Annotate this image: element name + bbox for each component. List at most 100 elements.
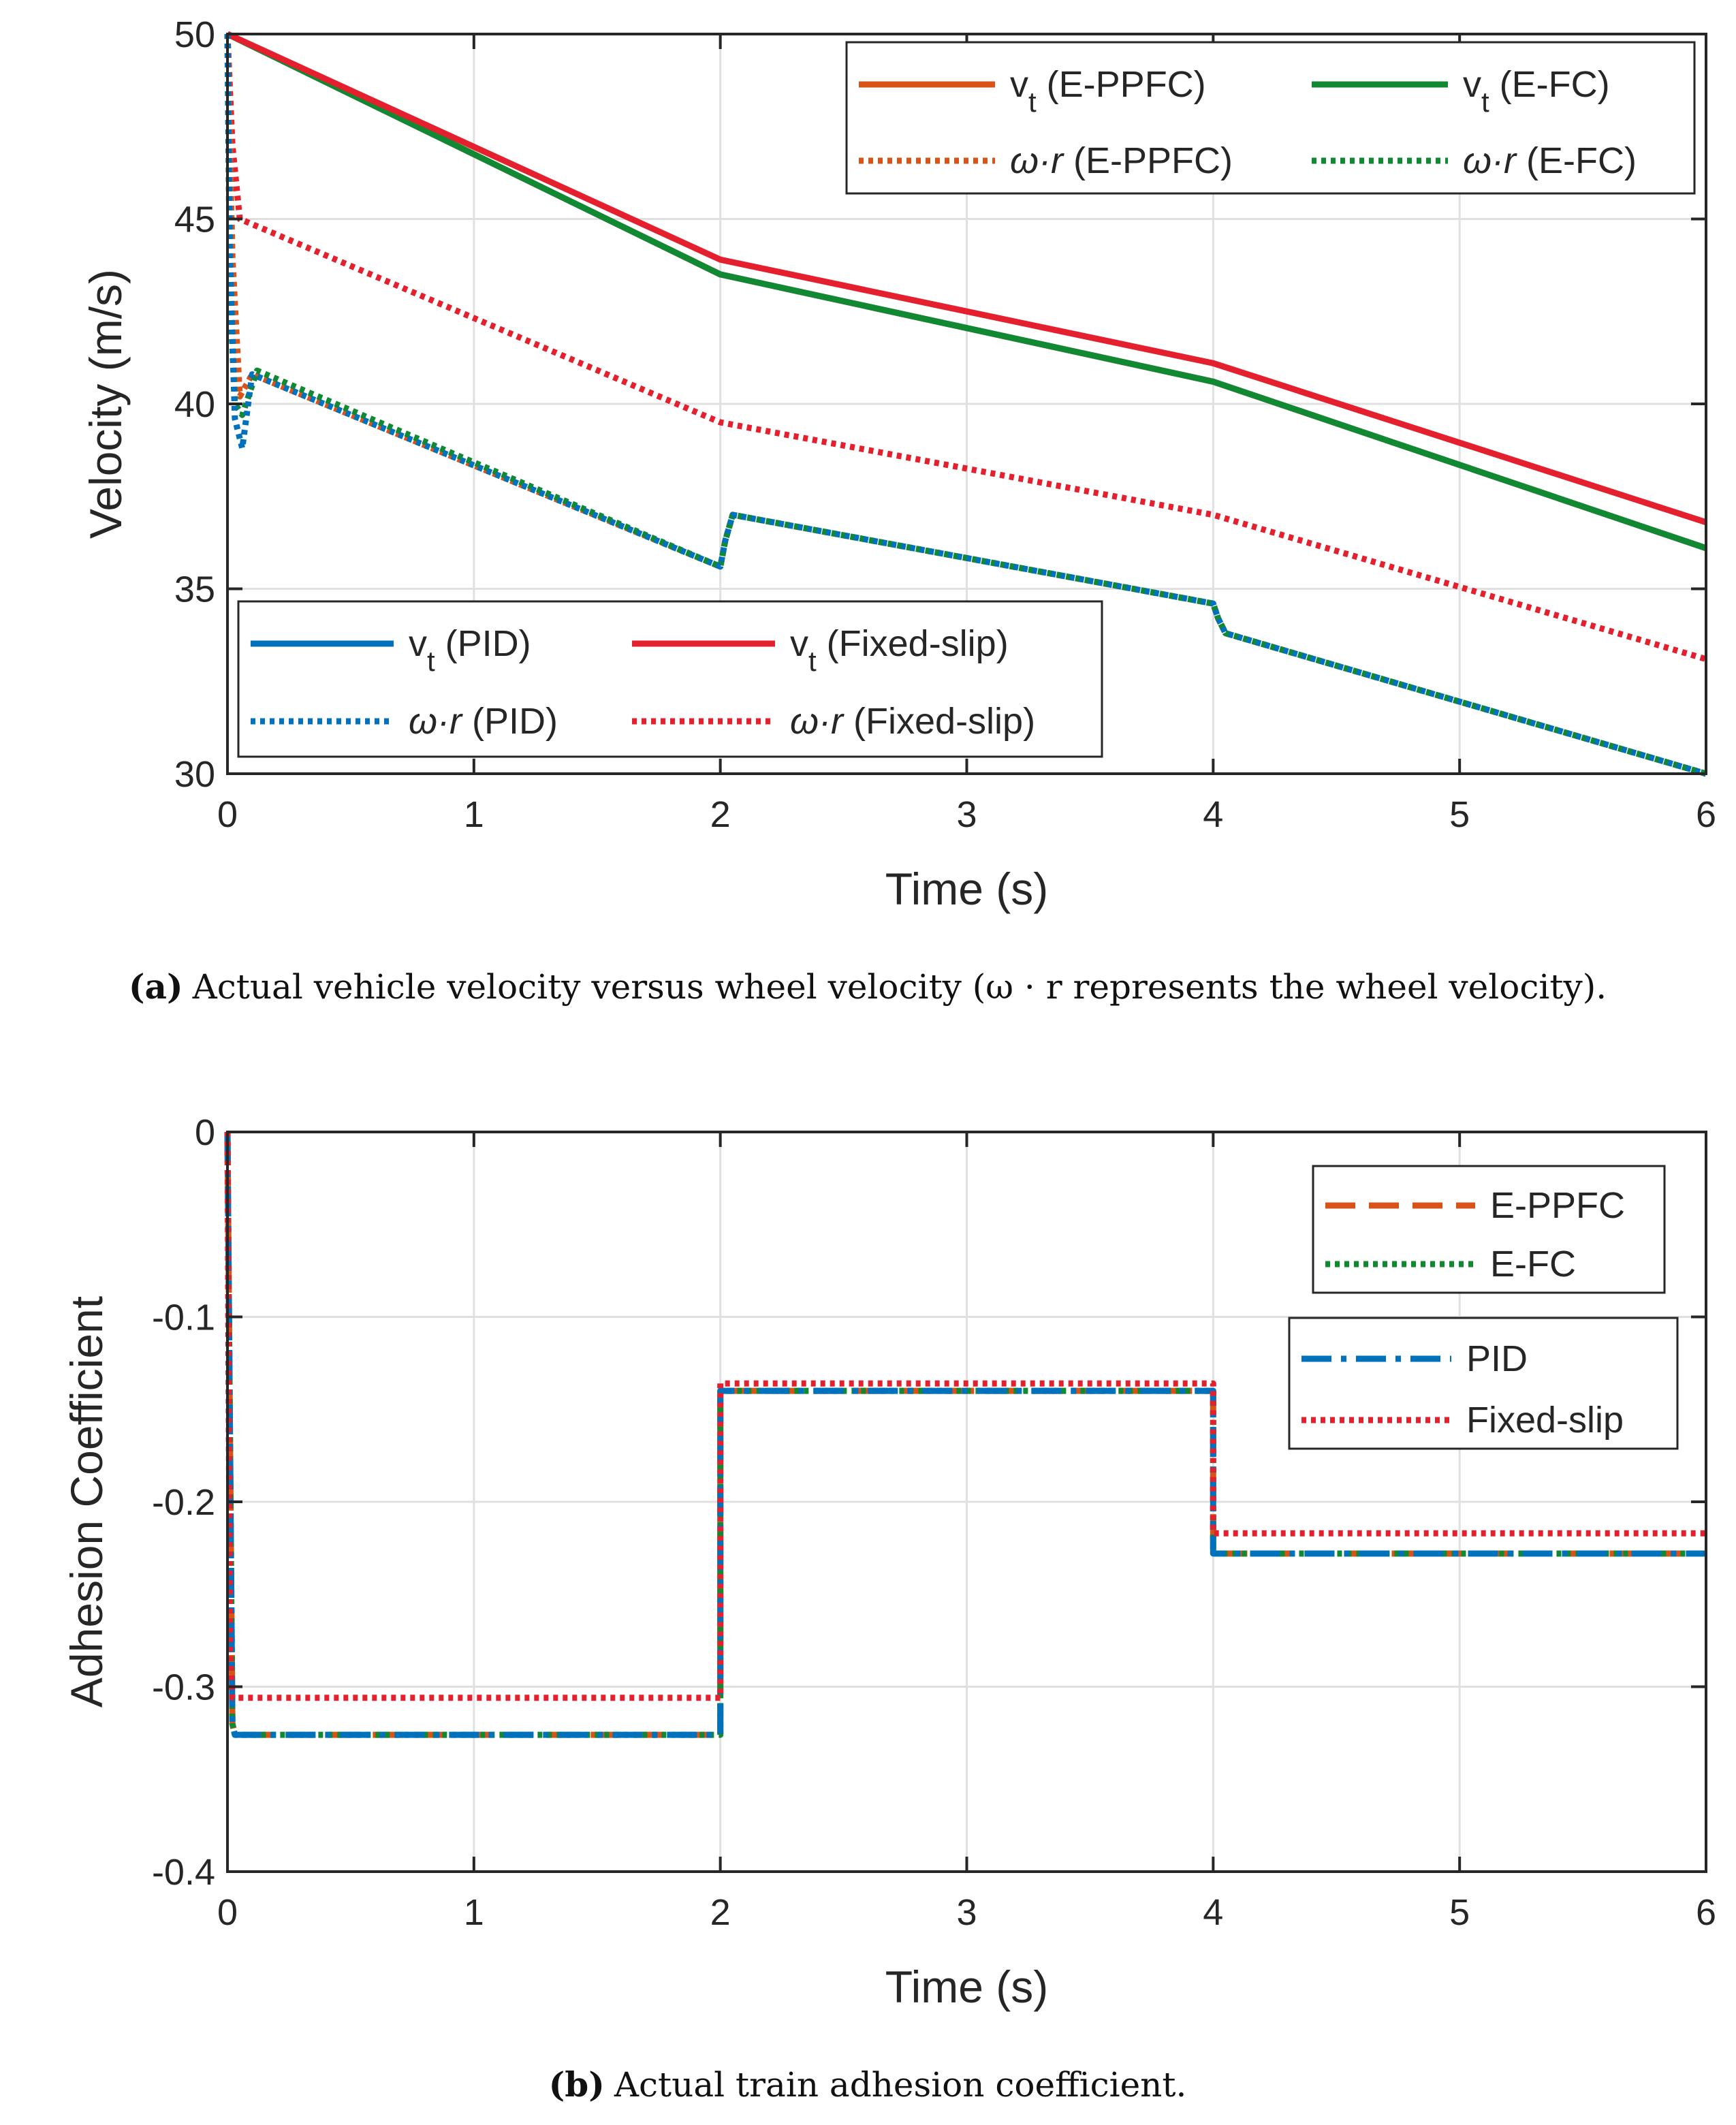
y-tick-label: 30 [174,754,215,795]
legend-tail: (Fixed-slip) [817,623,1009,664]
y-tick-label: -0.3 [152,1667,215,1708]
caption-a-text: Actual vehicle velocity versus wheel vel… [192,967,1607,1007]
x-tick-label: 5 [1449,1892,1470,1933]
x-axis-label: Time (s) [885,864,1049,914]
series-line-5 [224,33,1707,777]
caption-b: (b) Actual train adhesion coefficient. [549,2064,1187,2105]
legend-entry: E-FC [1325,1244,1576,1285]
legend-entry: PID [1301,1338,1528,1379]
caption-b-label: (b) [549,2064,605,2105]
y-axis-label: Adhesion Coefficient [61,1296,112,1707]
legend-entry: ω·r (PID) [251,701,558,742]
y-axis-label: Velocity (m/s) [80,269,131,539]
legend-box [1312,1165,1666,1294]
y-tick-label: 0 [195,1112,215,1153]
legend-symbol: v [1463,64,1481,105]
legend-label: vt (E-PPFC) [1010,64,1206,118]
legend-label: PID [1466,1338,1528,1379]
legend-subscript: t [1028,86,1037,118]
legend-box [845,41,1696,195]
legend-label: E-FC [1490,1244,1576,1285]
legend-label: E-PPFC [1490,1185,1625,1226]
series-line-7 [224,33,1707,777]
legend-entry: vt (PID) [251,623,531,677]
legend-label: vt (Fixed-slip) [790,623,1009,677]
legend-tail: (PID) [462,701,558,742]
legend-entry: vt (E-FC) [1312,64,1610,118]
x-tick-label: 4 [1203,794,1223,835]
y-tick-label: 45 [174,200,215,240]
legend-subscript: t [427,645,435,677]
x-tick-label: 6 [1696,1892,1716,1933]
series-line-2 [226,31,1707,552]
caption-b-text: Actual train adhesion coefficient. [614,2065,1186,2105]
series-line-3 [224,1131,1706,1701]
legend-label: vt (E-FC) [1463,64,1610,118]
x-tick-label: 3 [956,1892,977,1933]
legend-label: ω·r (Fixed-slip) [790,701,1035,742]
x-tick-label: 2 [710,1892,731,1933]
legend-entry: ω·r (Fixed-slip) [632,701,1035,742]
legend-subscript: t [808,645,817,677]
x-tick-label: 1 [464,1892,484,1933]
series-line-2 [224,1131,1706,1738]
series-line-3 [226,31,1707,526]
legend-tail: (Fixed-slip) [843,701,1035,742]
legend-symbol: v [1010,64,1028,105]
legend-symbol: ω·r [1463,140,1517,181]
y-tick-label: 40 [174,384,215,425]
legend-label: Fixed-slip [1466,1400,1624,1441]
y-tick-label: -0.2 [152,1482,215,1523]
legend-entry: vt (E-PPFC) [859,64,1206,118]
series-line-6 [224,33,1707,777]
x-tick-label: 4 [1203,1892,1223,1933]
y-tick-label: -0.4 [152,1852,215,1893]
legend-tail: (E-FC) [1489,64,1610,105]
legend-symbol: ω·r [790,701,845,742]
legend-entry: ω·r (E-FC) [1312,140,1637,181]
x-tick-label: 1 [464,794,484,835]
legend-label: ω·r (E-FC) [1463,140,1637,181]
x-tick-label: 0 [217,1892,238,1933]
legend-entry: vt (Fixed-slip) [632,623,1009,677]
legend-label: vt (PID) [409,623,531,677]
x-tick-label: 3 [956,794,977,835]
legend-top-right: E-PPFC E-FC [1312,1165,1666,1294]
y-tick-label: -0.1 [152,1297,215,1338]
caption-a: (a) Actual vehicle velocity versus wheel … [129,966,1607,1007]
legend-symbol: v [790,623,808,664]
legend-bottom-left: vt (PID) vt (Fixed-slip)ω·r (PID) ω·r (Fix… [237,600,1103,758]
series-group [224,31,1707,777]
y-tick-label: 50 [174,14,215,55]
legend-box [237,600,1103,758]
legend-symbol: v [409,623,427,664]
legend-top-right: vt (E-PPFC) vt (E-FC)ω·r (E-PPFC) ω·r (E-F… [845,41,1696,195]
x-tick-label: 0 [217,794,238,835]
legend-box [1288,1317,1679,1450]
legend-symbol: ω·r [409,701,463,742]
legend-label: ω·r (E-PPFC) [1010,140,1233,181]
legend-tail: (E-FC) [1516,140,1637,181]
legend-entry: ω·r (E-PPFC) [859,140,1233,181]
caption-a-label: (a) [129,966,183,1007]
legend-tail: (E-PPFC) [1063,140,1233,181]
legend-right: PID Fixed-slip [1288,1317,1679,1450]
legend-tail: (PID) [435,623,531,664]
legend-tail: (E-PPFC) [1037,64,1206,105]
legend-label: ω·r (PID) [409,701,558,742]
x-tick-label: 2 [710,794,731,835]
legend-subscript: t [1481,86,1489,118]
x-tick-label: 6 [1696,794,1716,835]
x-axis-label: Time (s) [885,1962,1049,2012]
x-tick-label: 5 [1449,794,1470,835]
series-group [224,1131,1706,1738]
legend-entry: Fixed-slip [1301,1400,1624,1441]
legend-entry: E-PPFC [1325,1185,1625,1226]
y-tick-label: 35 [174,569,215,610]
axes: 0 1 2 3 4 5 6 -0.4 -0.3 -0.2 -0.1 0 [152,1112,1716,1933]
chart-adhesion: 0 1 2 3 4 5 6 -0.4 -0.3 -0.2 -0.1 0 Time (s) Adhesion… [61,1112,1716,2012]
legend-symbol: ω·r [1010,140,1064,181]
